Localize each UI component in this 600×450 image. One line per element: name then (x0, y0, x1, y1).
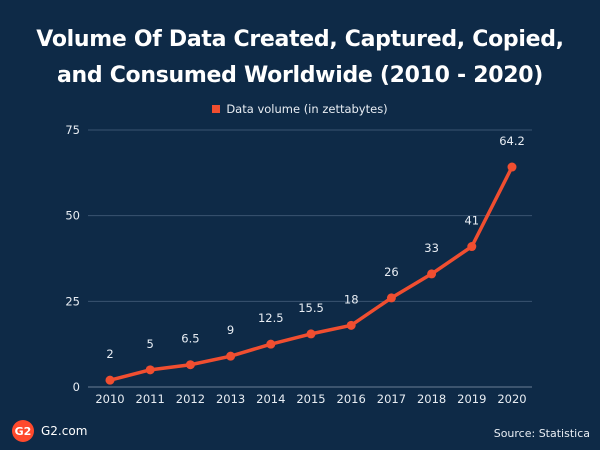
y-tick-label-75: 75 (65, 123, 80, 137)
chart-title-line-2: and Consumed Worldwide (2010 - 2020) (57, 63, 543, 88)
g2-logo-icon: G2 (12, 420, 34, 442)
x-tick-label-2014: 2014 (256, 392, 285, 406)
chart-title: Volume Of Data Created, Captured, Copied… (0, 22, 600, 94)
series-line-0 (108, 165, 514, 382)
data-point-2010 (105, 375, 115, 385)
y-tick-label-0: 0 (73, 380, 80, 394)
chart-title-line-1: Volume Of Data Created, Captured, Copied… (36, 27, 564, 52)
data-label-2015: 15.5 (298, 301, 324, 315)
data-label-2012: 6.5 (181, 332, 199, 346)
data-point-2016 (346, 320, 356, 330)
legend-swatch (212, 105, 221, 113)
data-label-2017: 26 (384, 265, 399, 279)
data-point-2015 (306, 329, 316, 339)
data-label-2014: 12.5 (258, 311, 284, 325)
x-tick-label-2012: 2012 (176, 392, 205, 406)
data-label-2019: 41 (464, 214, 479, 228)
x-tick-label-2020: 2020 (497, 392, 526, 406)
chart-legend: Data volume (in zettabytes) (0, 102, 600, 116)
data-point-2018 (427, 269, 437, 279)
x-tick-label-2015: 2015 (296, 392, 325, 406)
data-label-2010: 2 (106, 347, 113, 361)
x-tick-label-2013: 2013 (216, 392, 245, 406)
y-tick-label-25: 25 (65, 294, 80, 308)
x-tick-label-2011: 2011 (136, 392, 165, 406)
g2-logo: G2 G2.com (12, 420, 87, 442)
x-tick-label-2019: 2019 (457, 392, 486, 406)
x-tick-label-2016: 2016 (337, 392, 366, 406)
data-label-2011: 5 (147, 337, 154, 351)
x-tick-label-2017: 2017 (377, 392, 406, 406)
data-label-2013: 9 (227, 323, 234, 337)
data-label-2020: 64.2 (499, 134, 525, 148)
data-label-2018: 33 (424, 241, 439, 255)
data-point-2019 (467, 242, 477, 252)
data-label-2016: 18 (344, 292, 359, 306)
data-point-2011 (145, 365, 155, 375)
g2-logo-text: G2.com (41, 424, 88, 438)
x-tick-label-2018: 2018 (417, 392, 446, 406)
legend-label: Data volume (in zettabytes) (226, 102, 388, 116)
x-tick-label-2010: 2010 (95, 392, 124, 406)
source-credit: Source: Statistica (493, 427, 590, 440)
data-point-2012 (185, 360, 195, 370)
data-point-2020 (507, 162, 517, 172)
y-tick-label-50: 50 (65, 209, 80, 223)
data-point-2013 (226, 351, 236, 361)
data-point-2017 (386, 293, 396, 303)
data-point-2014 (266, 339, 276, 349)
